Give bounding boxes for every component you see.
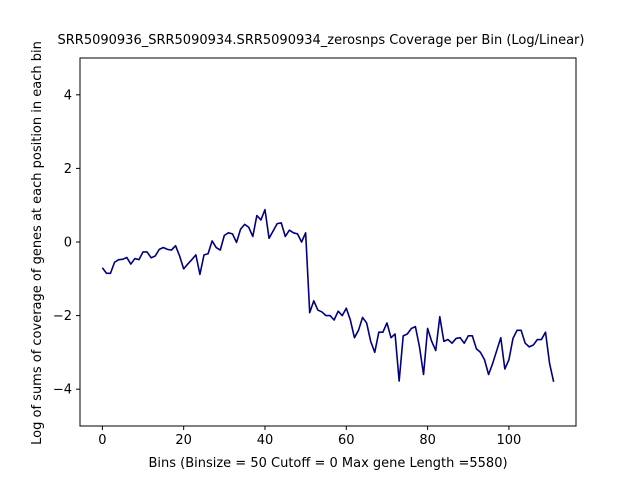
chart-title: SRR5090936_SRR5090934.SRR5090934_zerosnp… — [58, 33, 585, 48]
x-axis-title: Bins (Binsize = 50 Cutoff = 0 Max gene L… — [148, 456, 507, 471]
y-tick-label: 0 — [64, 236, 72, 251]
x-tick-label: 60 — [338, 433, 355, 448]
x-tick-label: 100 — [497, 433, 522, 448]
plot-frame — [79, 57, 577, 427]
series-line-coverage — [101, 208, 555, 383]
x-tick-label: 20 — [175, 433, 192, 448]
y-axis: −4 −2 0 2 4 — [53, 88, 80, 398]
x-tick-label: 0 — [98, 433, 106, 448]
y-tick-label: 2 — [64, 162, 72, 177]
x-tick-label: 40 — [257, 433, 274, 448]
y-axis-title: Log of sums of coverage of genes at each… — [30, 41, 45, 445]
y-tick-label: −4 — [53, 383, 72, 398]
y-tick-label: 4 — [64, 88, 72, 103]
x-axis: 0 20 40 60 80 100 — [98, 426, 521, 448]
x-tick-label: 80 — [419, 433, 436, 448]
plot-area — [79, 57, 577, 427]
y-tick-label: −2 — [53, 309, 72, 324]
